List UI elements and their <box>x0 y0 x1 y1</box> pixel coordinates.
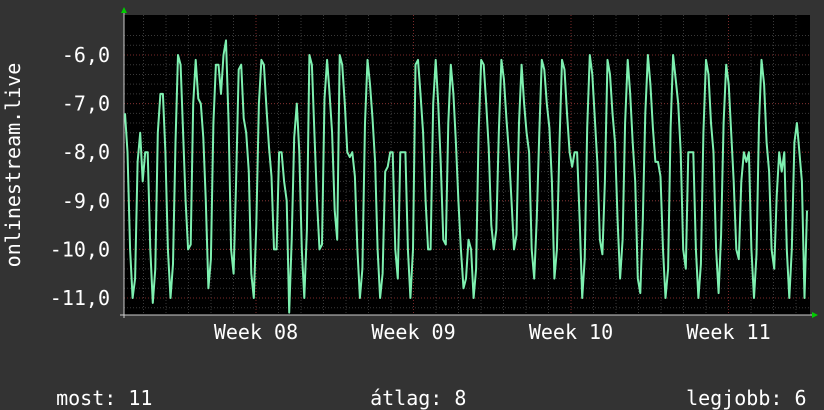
stat-average-value: 8 <box>454 386 467 410</box>
stat-best: legjobb: 6 <box>662 362 807 410</box>
y-tick-label: -7,0 <box>62 92 110 116</box>
y-axis-label: onlinestream.live <box>1 63 25 268</box>
x-axis-arrow <box>812 312 818 318</box>
stat-best-label: legjobb: <box>686 386 783 410</box>
stat-best-value: 6 <box>794 386 807 410</box>
y-tick-label: -10,0 <box>50 237 110 261</box>
y-tick-label: -8,0 <box>62 140 110 164</box>
x-tick-label: Week 11 <box>686 320 770 344</box>
x-tick-label: Week 08 <box>214 320 298 344</box>
x-tick-label: Week 09 <box>371 320 455 344</box>
stat-current-value: 11 <box>128 386 153 410</box>
y-tick-label: -11,0 <box>50 286 110 310</box>
stat-current: most: 11 <box>32 362 152 410</box>
y-tick-label: -9,0 <box>62 189 110 213</box>
y-axis-arrow <box>121 7 127 13</box>
stat-average: átlag: 8 <box>346 362 466 410</box>
x-tick-label: Week 10 <box>529 320 613 344</box>
stat-current-label: most: <box>56 386 117 410</box>
y-axis-ticks: -6,0 -7,0 -8,0 -9,0 -10,0 -11,0 <box>50 43 110 310</box>
series-line <box>124 39 808 314</box>
x-axis-ticks: Week 08 Week 09 Week 10 Week 11 <box>214 320 771 344</box>
stat-average-label: átlag: <box>370 386 443 410</box>
y-tick-label: -6,0 <box>62 43 110 67</box>
